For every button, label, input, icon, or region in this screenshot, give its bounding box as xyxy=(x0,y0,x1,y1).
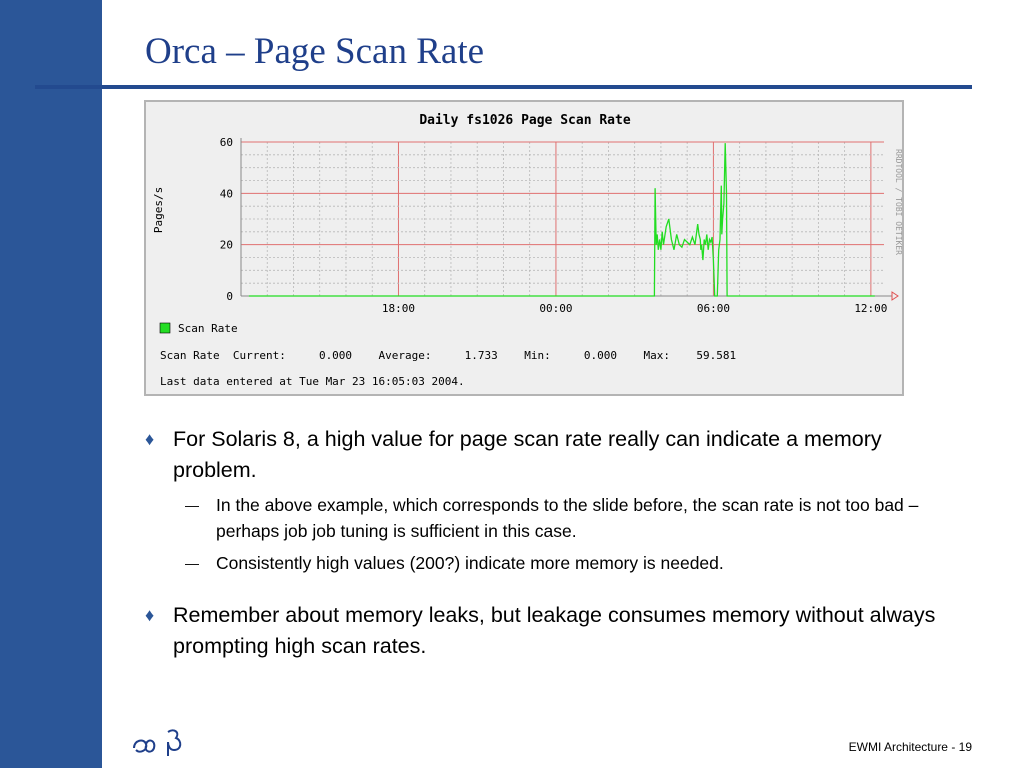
scan-rate-chart: Daily fs1026 Page Scan Rate Pages/s RRDT… xyxy=(152,113,902,388)
sub-bullet-item: — In the above example, which corresponds… xyxy=(145,492,945,544)
logo-glyph-icon xyxy=(133,729,182,756)
diamond-bullet-icon: ♦ xyxy=(145,605,155,625)
y-tick-label: 20 xyxy=(220,239,233,252)
chart-panel: Daily fs1026 Page Scan Rate Pages/s RRDT… xyxy=(144,100,904,396)
slide-title: Orca – Page Scan Rate xyxy=(145,31,485,72)
stats-line: Scan Rate Current: 0.000 Average: 1.733 … xyxy=(160,349,736,362)
last-data-line: Last data entered at Tue Mar 23 16:05:03… xyxy=(160,375,465,388)
bullet-text: Remember about memory leaks, but leakage… xyxy=(173,603,936,658)
chart-ticks: 0 20 40 60 18:00 00:00 06:00 12:00 xyxy=(220,136,888,315)
sub-bullet-item: — Consistently high values (200?) indicat… xyxy=(145,550,945,576)
title-divider xyxy=(35,85,972,89)
legend-swatch-scan-rate xyxy=(159,322,171,334)
x-axis-arrow-icon xyxy=(891,291,899,301)
x-tick-label: 00:00 xyxy=(539,302,572,315)
legend-label-scan-rate: Scan Rate xyxy=(178,322,238,335)
bullet-item: ♦ Remember about memory leaks, but leakag… xyxy=(145,600,945,662)
dash-bullet-icon: — xyxy=(185,497,199,513)
y-tick-label: 60 xyxy=(220,136,233,149)
x-tick-label: 06:00 xyxy=(697,302,730,315)
rrdtool-credit: RRDTOOL / TOBI OETIKER xyxy=(894,149,902,255)
chart-series xyxy=(248,143,875,297)
x-tick-label: 18:00 xyxy=(382,302,415,315)
y-tick-label: 0 xyxy=(226,290,233,303)
chart-title: Daily fs1026 Page Scan Rate xyxy=(419,113,630,128)
bullet-text: For Solaris 8, a high value for page sca… xyxy=(173,427,882,482)
x-tick-label: 12:00 xyxy=(854,302,887,315)
slide-footer: EWMI Architecture - 19 xyxy=(848,740,972,754)
bullet-item: ♦ For Solaris 8, a high value for page sc… xyxy=(145,424,945,486)
sidebar-band xyxy=(0,0,102,768)
y-tick-label: 40 xyxy=(220,187,233,200)
scan-rate-series-line xyxy=(248,143,875,297)
bullet-list: ♦ For Solaris 8, a high value for page sc… xyxy=(145,424,945,662)
sub-bullet-text: In the above example, which corresponds … xyxy=(216,495,919,541)
diamond-bullet-icon: ♦ xyxy=(145,429,155,449)
y-axis-label: Pages/s xyxy=(152,187,165,233)
dash-bullet-icon: — xyxy=(185,555,199,571)
logo-mark xyxy=(130,726,190,765)
sub-bullet-text: Consistently high values (200?) indicate… xyxy=(216,553,724,573)
chart-grid xyxy=(240,138,899,301)
